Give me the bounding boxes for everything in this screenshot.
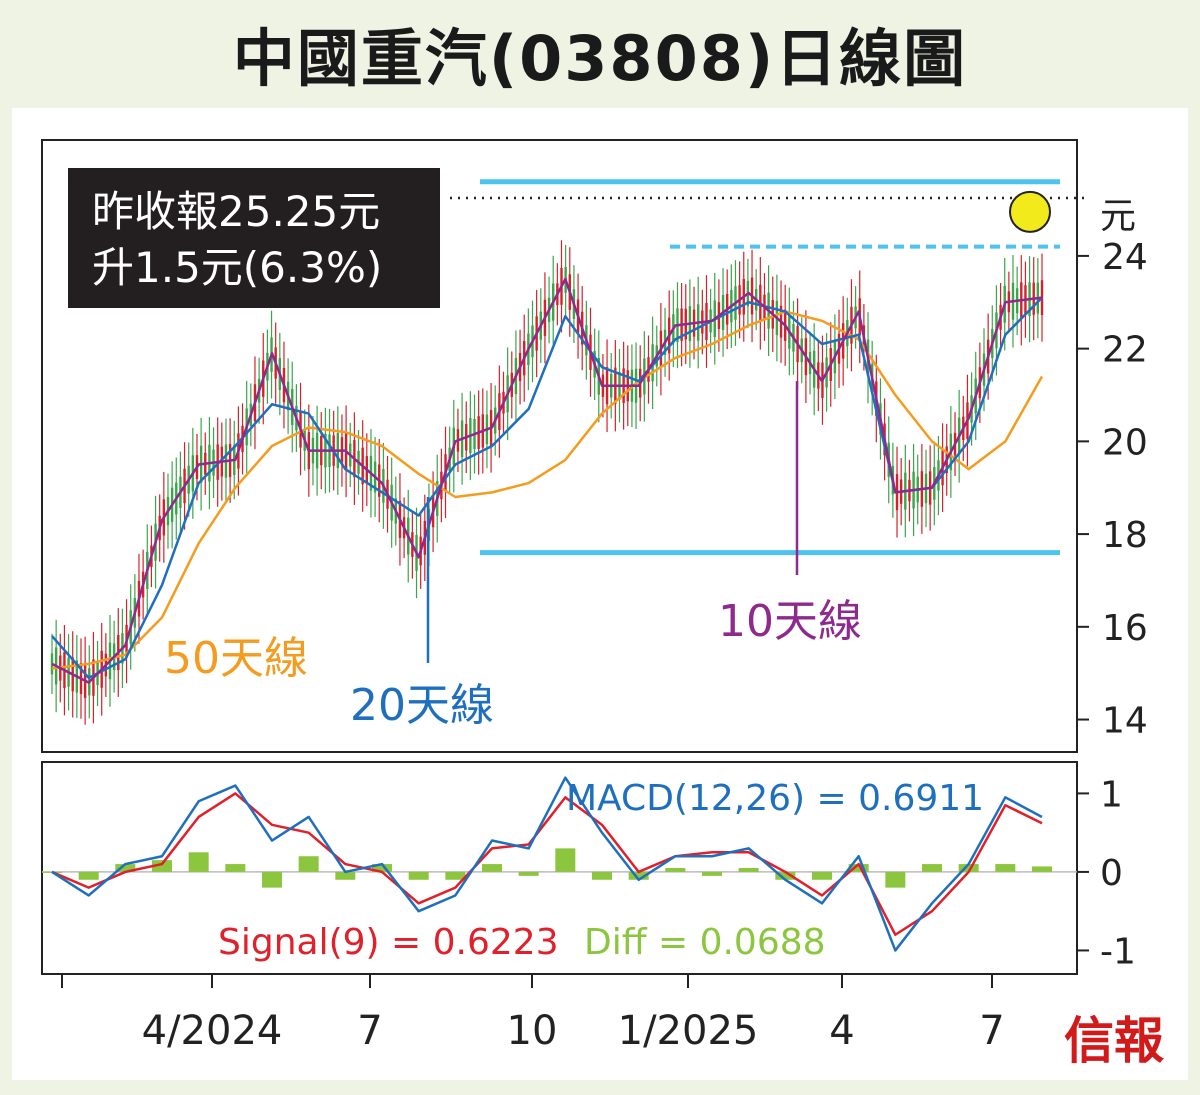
y-tick-label: 14: [1102, 701, 1148, 742]
x-tick-label: 7: [357, 1008, 382, 1054]
y-tick-label: 22: [1102, 330, 1148, 371]
diff-bar: [738, 868, 759, 872]
diff-bar: [188, 852, 209, 872]
diff-bar: [262, 871, 282, 888]
x-tick-label: 1/2025: [618, 1008, 759, 1054]
diff-bar: [848, 864, 869, 872]
diff-bar: [372, 864, 392, 872]
info-box-line1: 昨收報25.25元: [92, 187, 380, 236]
diff-bar: [702, 871, 722, 876]
x-tick-label: 4/2024: [142, 1008, 283, 1054]
diff-bar: [152, 860, 172, 872]
diff-bar: [78, 871, 99, 880]
macd-panel-frame: [41, 761, 1078, 975]
ma20-label: 20天線: [350, 680, 494, 731]
diff-bar: [298, 856, 319, 872]
ma50-label: 50天線: [164, 633, 308, 684]
candle-body: [1040, 280, 1044, 316]
diff-bar: [482, 864, 502, 872]
y-tick-label: 16: [1102, 608, 1148, 649]
ma10-line: [51, 277, 1043, 684]
ma10-label: 10天線: [718, 596, 862, 647]
diff-bar: [628, 871, 649, 880]
diff-bar: [408, 871, 429, 880]
y-tick-label: 18: [1102, 515, 1148, 556]
y-tick-label: 20: [1102, 422, 1148, 463]
diff-bar: [445, 871, 466, 880]
x-tick-label: 4: [829, 1008, 854, 1054]
diff-bar: [995, 864, 1016, 872]
y-axis-unit: 元: [1100, 196, 1136, 237]
macd-label: MACD(12,26) = 0.6911: [566, 778, 984, 819]
signal-line: [51, 792, 1043, 936]
diff-bar: [518, 871, 539, 876]
info-box: [68, 168, 440, 308]
chart-title: 中國重汽(03808)日線圖: [232, 22, 968, 95]
chart-panel: 元 14 16 18 20 22 24 昨收報25.25元 升1.5元(6.3%) 50天線 20天…: [12, 108, 1188, 1080]
diff-bar: [555, 848, 576, 872]
macd-y-tick-label: 0: [1100, 853, 1123, 894]
ma50-line: [51, 310, 1044, 670]
macd-line: [51, 776, 1043, 952]
diff-bar: [335, 871, 356, 880]
ma20-line: [51, 296, 1043, 680]
diff-label: Diff = 0.0688: [584, 922, 826, 963]
x-tick-label: 7: [979, 1008, 1004, 1054]
diff-bar: [958, 864, 979, 872]
diff-bar: [885, 871, 906, 888]
info-box-line2: 升1.5元(6.3%): [92, 243, 382, 292]
diff-bar: [812, 871, 832, 880]
diff-bar: [775, 871, 796, 880]
macd-y-tick-label: 1: [1100, 774, 1123, 815]
diff-bar: [592, 871, 612, 880]
diff-bar: [922, 864, 942, 872]
diff-bar: [115, 864, 136, 872]
macd-y-tick-label: -1: [1100, 931, 1136, 972]
diff-bar: [665, 868, 686, 872]
chart-svg: 元141618202224昨收報25.25元升1.5元(6.3%)50天線20天…: [41, 139, 1164, 1070]
y-tick-label: 24: [1102, 237, 1148, 278]
diff-bar: [1032, 866, 1052, 872]
diff-bar: [225, 864, 246, 872]
logo-xinbao: 信報: [1064, 1012, 1164, 1070]
x-tick-label: 10: [507, 1008, 558, 1054]
price-panel-frame: [41, 139, 1078, 753]
last-close-highlight: [1009, 190, 1051, 233]
signal-label: Signal(9) = 0.6223: [218, 922, 559, 963]
